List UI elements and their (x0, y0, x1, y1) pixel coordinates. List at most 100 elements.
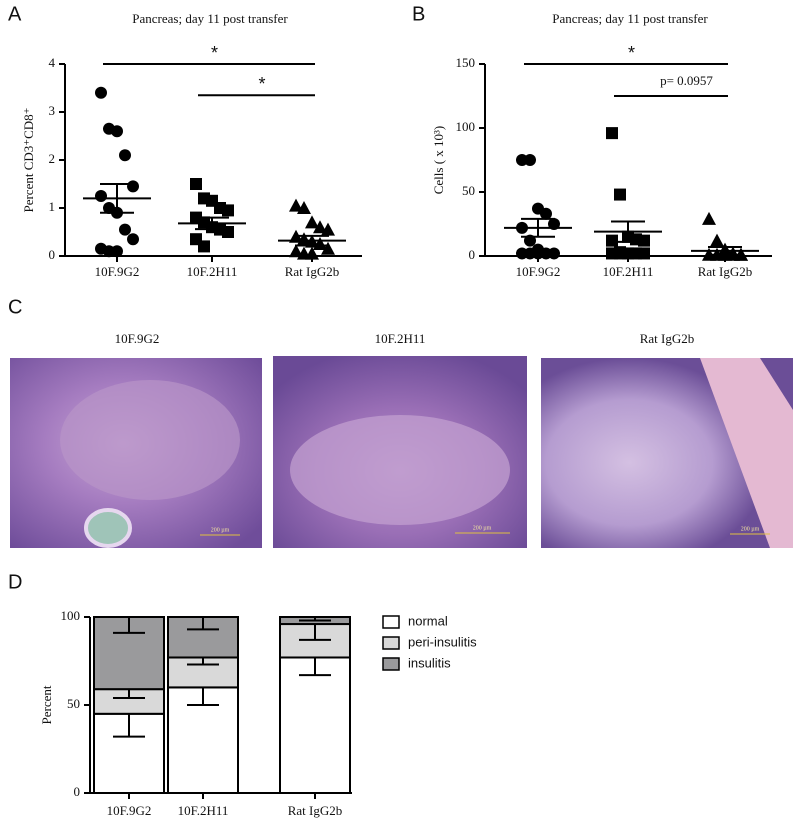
y-tick-label: 50 (462, 183, 475, 198)
error-bar (187, 657, 219, 666)
image-title: 10F.9G2 (115, 331, 160, 346)
vessel (700, 358, 793, 548)
data-point (540, 207, 552, 220)
data-point (95, 190, 107, 202)
scale-label: 200 µm (473, 525, 492, 531)
panel-label: D (8, 571, 22, 593)
data-point (702, 211, 716, 225)
legend-swatch (382, 615, 400, 629)
y-tick-label: 0 (74, 784, 81, 799)
legend-label: normal (408, 613, 448, 628)
data-point (127, 233, 139, 246)
data-point (95, 86, 107, 99)
significance-label: * (258, 74, 265, 94)
x-tick-label: 10F.2H11 (603, 264, 654, 279)
y-tick-label: 2 (49, 151, 56, 166)
data-point (190, 178, 202, 190)
y-axis-label: Cells ( x 10³) (431, 126, 446, 195)
chart-title: Pancreas; day 11 post transfer (132, 11, 288, 26)
error-bar (299, 617, 331, 622)
legend-label: peri-insulitis (408, 634, 477, 649)
data-point (614, 247, 626, 260)
error-bar (299, 624, 331, 641)
error-bar (113, 713, 145, 738)
data-point (127, 180, 139, 193)
data-point (614, 188, 626, 201)
significance-label: * (628, 43, 635, 63)
data-point (111, 125, 123, 138)
sem-bar (195, 216, 229, 231)
y-tick-label: 100 (456, 119, 476, 134)
panel-label: C (8, 296, 22, 318)
error-bar (113, 617, 145, 634)
panel-label: A (8, 3, 22, 25)
y-tick-label: 150 (456, 55, 476, 70)
data-point (222, 226, 234, 238)
y-tick-label: 3 (49, 103, 56, 118)
data-point (321, 241, 335, 255)
y-tick-label: 100 (61, 608, 81, 623)
legend-label: insulitis (408, 655, 451, 670)
data-point (305, 215, 319, 229)
data-point (524, 154, 536, 166)
data-point (321, 222, 335, 236)
data-point (606, 234, 618, 247)
x-tick-label: 10F.9G2 (95, 264, 140, 279)
data-point (297, 201, 311, 214)
scale-label: 200 µm (741, 526, 760, 532)
islet (60, 380, 240, 500)
panel-label: B (412, 3, 425, 25)
legend-swatch (382, 636, 400, 650)
data-point (532, 247, 544, 260)
x-tick-label: 10F.9G2 (107, 803, 152, 818)
y-tick-label: 0 (49, 247, 56, 262)
data-point (548, 247, 560, 260)
sem-bar (295, 234, 329, 247)
bar-segment (93, 712, 165, 794)
data-point (111, 245, 123, 258)
sem-bar (708, 246, 742, 256)
data-point (305, 246, 319, 260)
bar-segment (279, 656, 351, 794)
vessel (84, 508, 132, 548)
error-bar (187, 687, 219, 706)
legend-swatch (382, 657, 400, 671)
y-tick-label: 0 (469, 247, 476, 262)
error-bar (113, 689, 145, 699)
sem-bar (521, 217, 555, 238)
error-bar (187, 617, 219, 631)
data-point (638, 234, 650, 247)
data-point (289, 244, 303, 258)
sem-bar (100, 183, 134, 214)
x-tick-label: 10F.2H11 (178, 803, 229, 818)
y-axis-label: Percent CD3⁺CD8⁺ (21, 107, 36, 212)
x-tick-label: Rat IgG2b (698, 264, 753, 279)
data-point (638, 247, 650, 260)
y-axis-label: Percent (39, 685, 54, 724)
chart-title: Pancreas; day 11 post transfer (552, 11, 708, 26)
y-tick-label: 50 (67, 696, 80, 711)
x-tick-label: 10F.2H11 (187, 264, 238, 279)
image-title: 10F.2H11 (375, 331, 426, 346)
data-point (606, 127, 618, 140)
data-point (313, 220, 327, 234)
data-point (289, 198, 303, 212)
sem-bar (611, 220, 645, 243)
data-point (313, 237, 327, 250)
scale-label: 200 µm (211, 527, 230, 533)
x-tick-label: 10F.9G2 (516, 264, 561, 279)
data-point (222, 204, 234, 217)
data-point (119, 149, 131, 162)
error-bar (299, 657, 331, 677)
data-point (297, 232, 311, 246)
data-point (710, 233, 724, 247)
x-tick-label: Rat IgG2b (285, 264, 340, 279)
y-tick-label: 1 (49, 199, 56, 214)
image-title: Rat IgG2b (640, 331, 695, 346)
y-tick-label: 4 (49, 55, 56, 70)
islet (290, 415, 510, 525)
panel-c: C 10F.9G2 10F.2H11 Rat IgG2b 200 µm 200 … (8, 296, 793, 548)
x-tick-label: Rat IgG2b (288, 803, 343, 818)
